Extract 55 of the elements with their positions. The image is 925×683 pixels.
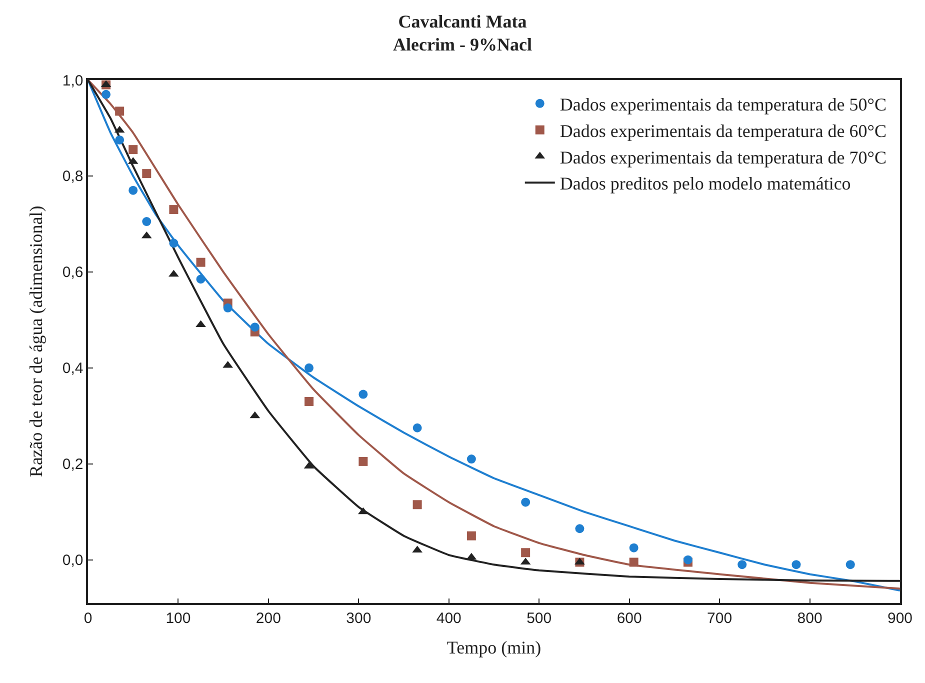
x-tick-label: 500 [526,610,552,627]
point [223,303,232,312]
x-tick-label: 0 [84,610,92,627]
chart-subtitle: Alecrim - 9%Nacl [393,34,532,55]
point [169,238,178,248]
point [521,498,530,507]
legend-label: Dados experimentais da temperatura de 70°C [560,147,886,168]
y-tick-label: 0,8 [62,168,84,186]
point [168,270,179,277]
point [412,423,422,432]
point [115,106,124,116]
x-tick-label: 100 [166,610,191,627]
y-tick-label: 0,6 [62,264,84,282]
x-tick-label: 800 [797,610,822,627]
point [521,548,530,558]
point [115,135,124,144]
point [358,390,368,399]
point [169,205,178,214]
point [250,322,260,332]
point [196,274,206,284]
x-tick-label: 200 [256,610,281,627]
point [128,145,138,154]
point [128,186,138,195]
x-tick-label: 900 [887,610,913,627]
y-tick-label: 0,2 [62,456,84,474]
point [738,560,747,570]
legend-label: Dados preditos pelo modelo matemático [560,174,851,194]
point [846,560,855,570]
legend-label: Dados experimentais da temperatura de 50°C [560,94,886,114]
y-axis-title: Razão de teor de água (adimensional) [26,206,46,478]
point [142,169,152,178]
chart-title: Cavalcanti Mata [398,11,527,32]
y-tick-label: 0,0 [62,552,84,570]
point [629,558,638,567]
x-tick-label: 700 [707,610,732,627]
point [629,543,638,552]
point [304,363,314,372]
y-tick-label: 1,0 [62,72,84,90]
point [683,555,692,564]
point [196,258,206,267]
point [304,396,314,406]
point [358,456,368,466]
x-tick-label: 300 [346,610,372,627]
point [466,531,476,540]
x-tick-label: 400 [436,610,462,627]
x-tick-label: 600 [616,610,642,627]
x-axis-title: Tempo (min) [446,637,542,658]
point [102,90,111,99]
point [466,454,476,464]
y-tick-label: 0,4 [62,360,84,378]
point [412,500,422,510]
point [575,524,584,534]
point [792,560,801,570]
legend-label: Dados experimentais da temperatura de 60°C [560,120,886,141]
point [142,217,152,226]
